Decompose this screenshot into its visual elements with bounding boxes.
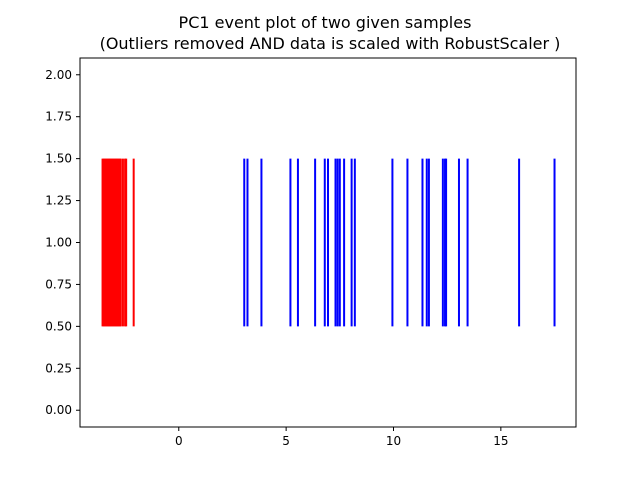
y-tick-label-3: 0.75	[45, 277, 72, 291]
chart-title: PC1 event plot of two given samples	[179, 13, 472, 32]
y-tick-label-7: 1.75	[45, 110, 72, 124]
axes: 0 5 10 15 0.00 0.25 0.50 0.75 1.00 1.25 1.50 1.75 2.…	[45, 57, 577, 448]
y-tick-label-4: 1.00	[45, 236, 72, 250]
y-tick-label-1: 0.25	[45, 361, 72, 375]
y-tick-label-8: 2.00	[45, 68, 72, 82]
x-tick-label-0: 0	[175, 434, 183, 448]
event-lines	[101, 158, 556, 327]
x-tick-label-3: 15	[493, 434, 508, 448]
x-tick-label-1: 5	[282, 434, 290, 448]
y-tick-label-5: 1.25	[45, 194, 72, 208]
y-tick-label-6: 1.50	[45, 152, 72, 166]
y-tick-label-2: 0.50	[45, 319, 72, 333]
x-tick-label-2: 10	[386, 434, 401, 448]
chart-subtitle: (Outliers removed AND data is scaled wit…	[100, 34, 561, 53]
y-tick-label-0: 0.00	[45, 403, 72, 417]
